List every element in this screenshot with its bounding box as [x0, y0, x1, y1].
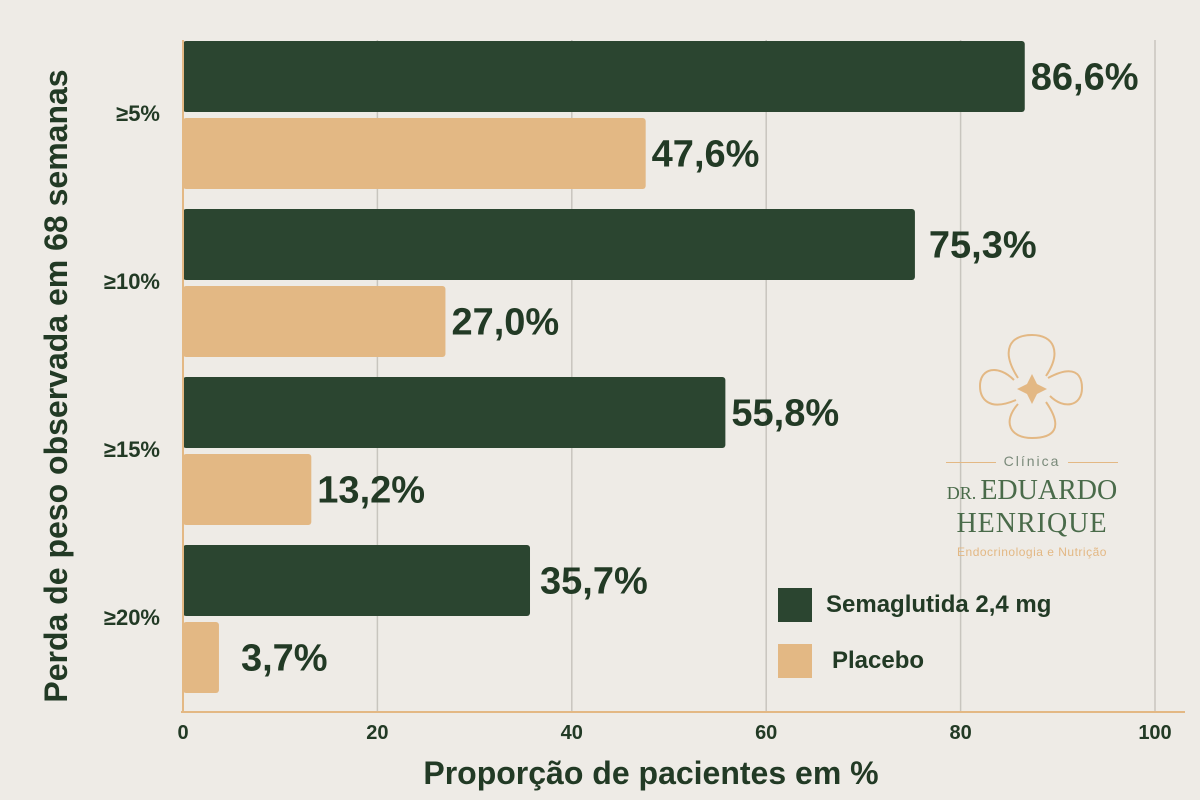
- x-tick-label: 80: [949, 722, 971, 744]
- name-line2: HENRIQUE: [956, 508, 1108, 539]
- specialty-label: Endocrinologia e Nutrição: [957, 545, 1107, 559]
- x-tick-label: 100: [1138, 722, 1171, 744]
- axes: [181, 40, 1185, 713]
- legend-item-semaglutida: Semaglutida 2,4 mg: [778, 588, 1051, 622]
- name-prefix: DR.: [946, 483, 977, 503]
- bars: [183, 41, 1025, 693]
- bar-placebo: [183, 622, 219, 693]
- flower-logo-icon: [978, 333, 1084, 440]
- x-axis-title: Proporção de pacientes em %: [423, 755, 878, 791]
- bar-value-label: 75,3%: [929, 225, 1037, 267]
- legend-swatch-semaglutida: [778, 588, 812, 622]
- bar-semaglutida: [183, 377, 726, 448]
- bar-value-label: 3,7%: [241, 638, 328, 680]
- legend-label-placebo: Placebo: [832, 647, 925, 674]
- bar-value-label: 55,8%: [731, 393, 839, 435]
- x-tick-label: 60: [755, 722, 777, 744]
- bar-value-label: 47,6%: [652, 134, 760, 176]
- clinic-label: Clínica: [995, 453, 1069, 469]
- name-line1: EDUARDO: [980, 475, 1118, 506]
- x-tick-label: 40: [561, 722, 583, 744]
- labels: 0 20 40 60 80 100 86,6% 47,6% ≥5% 75,3% 27,0% ≥10% 5…: [38, 57, 1172, 792]
- legend-label-semaglutida: Semaglutida 2,4 mg: [826, 591, 1052, 618]
- legend: Semaglutida 2,4 mg Placebo: [778, 588, 1051, 700]
- legend-swatch-placebo: [778, 644, 812, 678]
- category-label: ≥5%: [116, 101, 160, 126]
- bar-value-label: 27,0%: [451, 302, 559, 344]
- category-label: ≥15%: [104, 437, 160, 462]
- bar-placebo: [183, 286, 446, 357]
- bar-value-label: 86,6%: [1031, 57, 1139, 99]
- x-tick-label: 0: [177, 722, 188, 744]
- bar-value-label: 13,2%: [317, 470, 425, 512]
- clinic-logo: Clínica DR. EDUARDO HENRIQUE Endocrinolo…: [940, 330, 1124, 560]
- bar-semaglutida: [183, 41, 1025, 112]
- x-tick-label: 20: [366, 722, 388, 744]
- bar-value-label: 35,7%: [540, 561, 648, 603]
- bar-semaglutida: [183, 209, 915, 280]
- bar-placebo: [183, 118, 646, 189]
- bar-semaglutida: [183, 545, 531, 616]
- bar-placebo: [183, 454, 312, 525]
- category-label: ≥20%: [104, 605, 160, 630]
- y-axis-title: Perda de peso observada em 68 semanas: [38, 69, 74, 702]
- category-label: ≥10%: [104, 269, 160, 294]
- legend-item-placebo: Placebo: [778, 644, 1051, 678]
